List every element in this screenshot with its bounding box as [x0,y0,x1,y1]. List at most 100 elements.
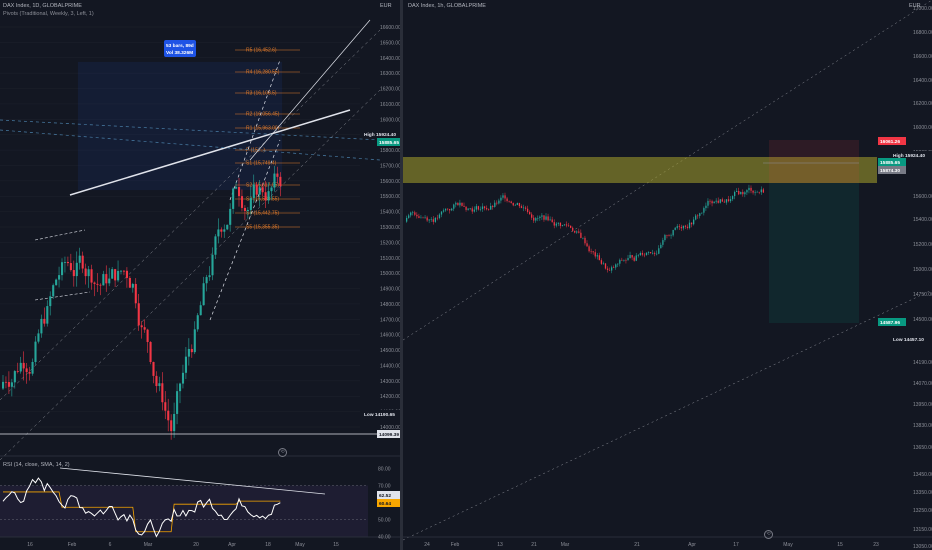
candle [533,217,535,221]
candle [149,341,152,363]
candle [535,218,537,221]
candle [594,252,596,257]
candle [738,190,740,195]
rsi-value-tag-bg [377,491,400,499]
candle [719,199,721,203]
candle [410,212,412,216]
range-line [34,229,86,241]
left-chart-pane[interactable]: 16600.00 16500.00 16400.00 16300.00 16200.00… [0,0,400,550]
candle [518,203,521,207]
time-axis-label: 15 [837,542,843,548]
candle [102,274,105,286]
candle [202,283,205,306]
stop-zone [769,140,859,183]
right-chart-canvas[interactable]: 17000.00 16800.00 16600.00 16400.00 16200.00… [403,0,932,550]
candle [84,268,87,277]
candle [676,226,678,228]
time-axis-label: 23 [873,542,879,548]
candle [750,187,752,191]
candle [457,202,459,206]
right-chart-pane[interactable]: 17000.00 16800.00 16600.00 16400.00 16200.00… [403,0,932,550]
pane-divider[interactable] [400,0,403,550]
candle [164,402,167,411]
price-axis-label: 14400.00 [380,363,400,369]
price-axis-label: 16000.00 [913,125,932,131]
candle [25,368,28,372]
candle [553,222,555,226]
candle [551,219,553,223]
candle [465,206,467,210]
candle [424,217,426,219]
time-axis-label: May [783,542,793,548]
price-axis-label: 13650.00 [913,445,932,451]
price-axis-label: 14190.00 [913,360,932,366]
candle [414,212,416,215]
candle [740,191,742,195]
candle [494,202,496,207]
candle [467,208,469,210]
candle [426,217,428,221]
candle [108,278,111,284]
candle [55,279,58,286]
candle [412,212,414,213]
price-axis-label: 16400.00 [380,56,400,62]
price-axis-label: 15800.00 [380,148,400,154]
candle [463,205,465,207]
candle [232,188,235,209]
candle [565,224,568,226]
candle [49,296,52,307]
candle [572,227,574,231]
candle [703,208,705,213]
candle [279,176,282,187]
candle [179,383,182,392]
left-chart-canvas[interactable]: 16600.00 16500.00 16400.00 16300.00 16200.00… [0,0,400,550]
candle [537,217,539,219]
pivot-label: R3 (16,108.5) [246,91,277,97]
candle [66,262,69,264]
candle [643,254,646,256]
candle [264,192,267,201]
candle [682,225,685,229]
candle [28,371,31,374]
low-tag-bg [362,410,400,418]
candle [707,200,709,206]
candle [756,191,758,193]
rsi-axis-label: 40.00 [378,535,391,541]
zone-price-tag-bg [878,166,906,174]
candle [87,269,90,277]
replay-icon[interactable]: ⟲ [278,448,287,457]
target-price-tag-bg [878,318,906,326]
candle [93,282,96,284]
candle [173,413,176,432]
candle [258,187,261,195]
candle [214,236,217,255]
candle [155,375,158,387]
rsi-band [0,485,368,537]
replay-icon-right[interactable]: ⟲ [764,530,773,539]
candle [496,202,498,204]
candle [598,255,600,261]
time-axis-label: 13 [497,542,503,548]
candle [695,215,697,220]
candle [199,305,202,316]
candle [592,251,594,253]
candle [187,348,190,357]
candle [193,329,196,353]
candle [545,216,547,220]
candle [63,262,67,263]
price-axis-label: 14800.00 [380,302,400,308]
candle [613,267,615,268]
candle [623,260,625,261]
candle [22,362,25,369]
target-zone [769,183,859,323]
candle [235,187,238,189]
candle [615,264,617,268]
last-price-tag-bg [377,138,400,146]
candle [78,255,81,263]
rsi-axis-label: 70.00 [378,484,391,490]
price-axis-label: 13350.00 [913,490,932,496]
measure-box [78,62,282,190]
candle [255,184,258,195]
candle [469,208,471,209]
price-axis-label: 16200.00 [913,101,932,107]
